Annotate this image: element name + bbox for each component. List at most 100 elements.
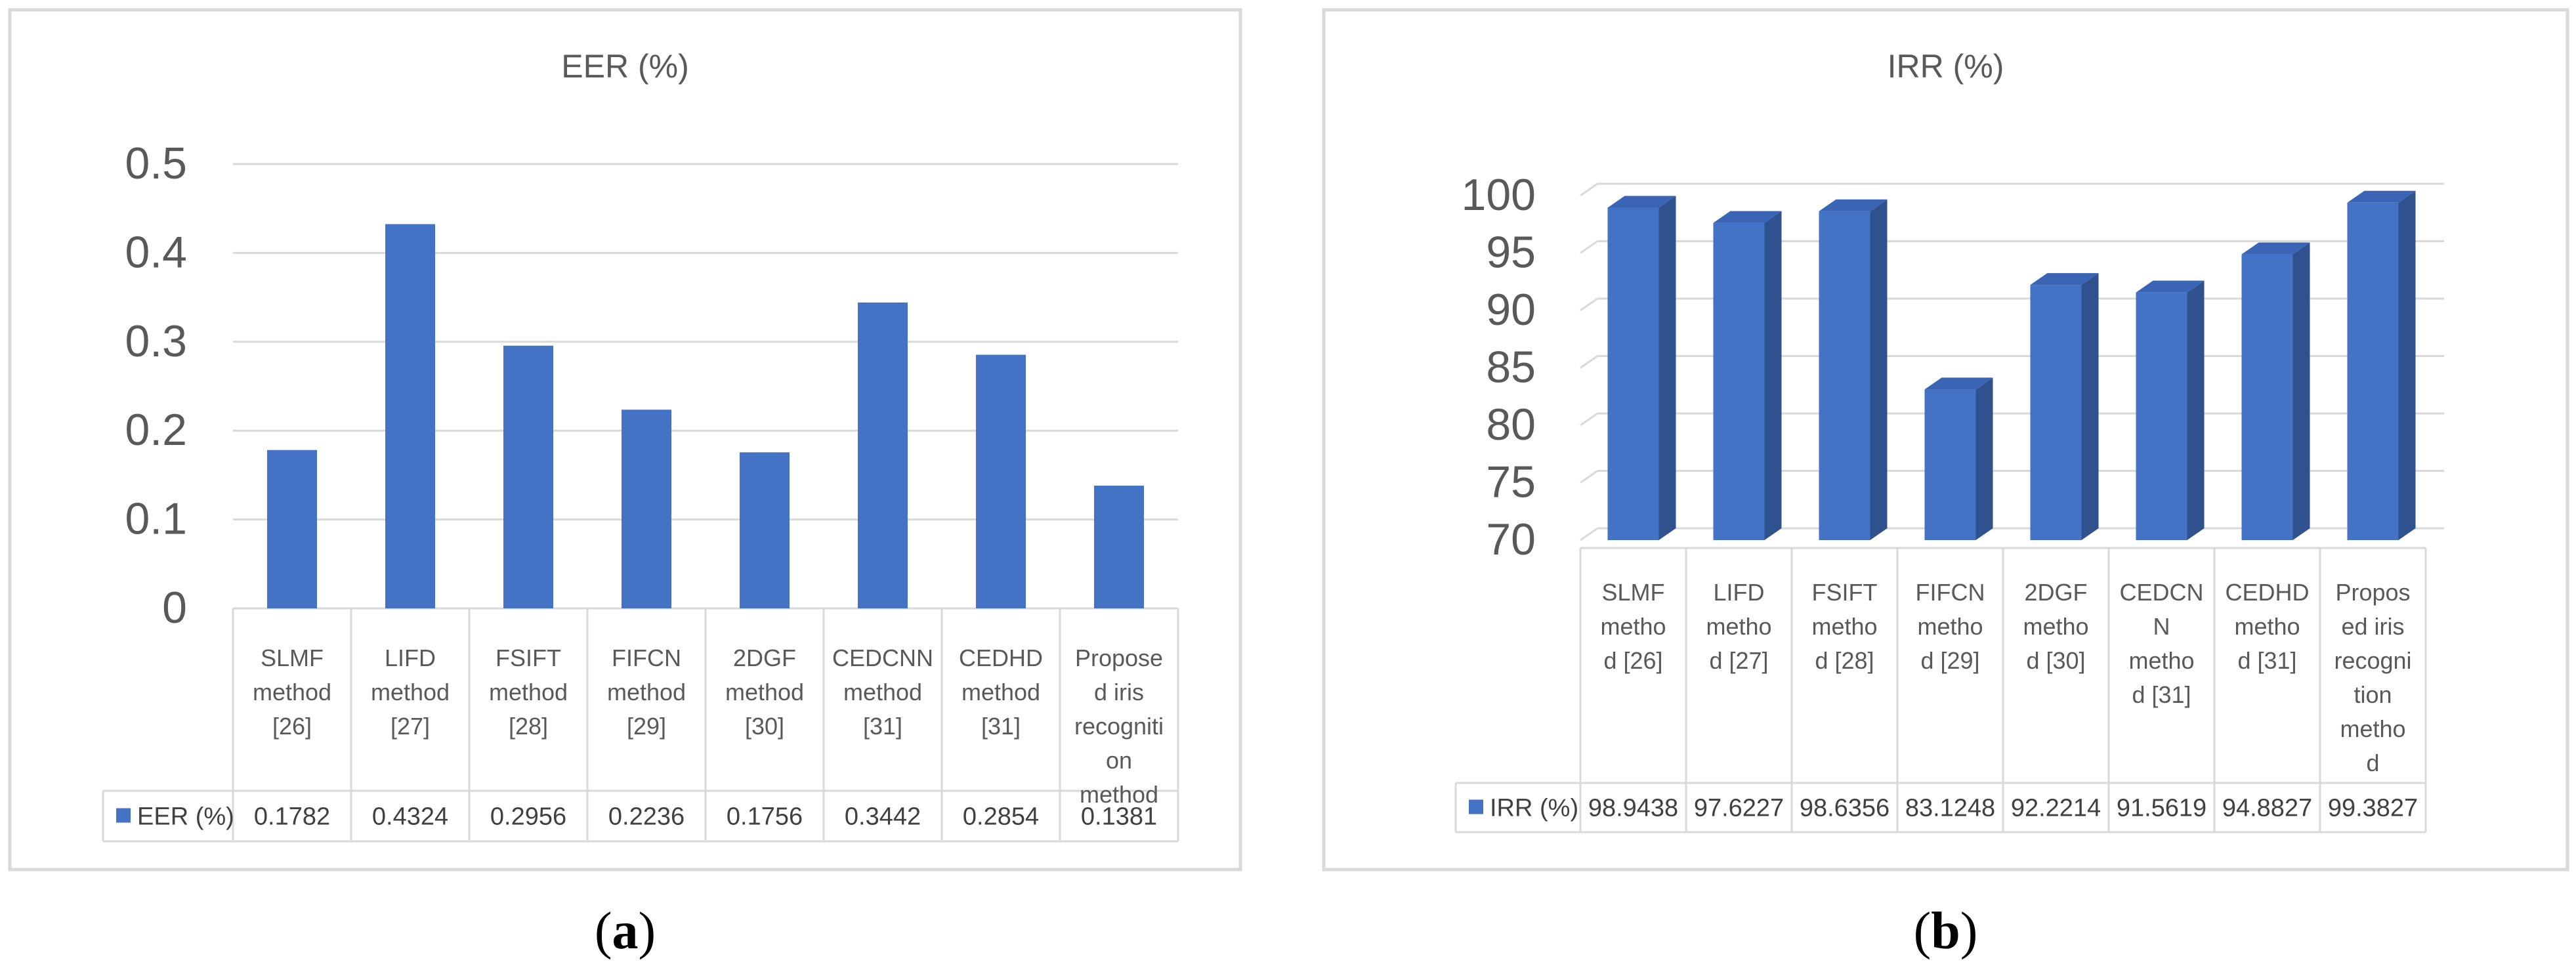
paren-open: ( [595,902,612,960]
panel-letter: a [612,902,639,960]
category-label: d [28] [1815,647,1874,674]
category-label: CEDCN [2119,579,2203,606]
category-label: method [961,679,1040,705]
bar-side [2081,273,2099,540]
bar-top [1924,377,1993,390]
data-label: 0.2854 [963,803,1039,831]
bar [1819,211,1870,540]
category-label: [29] [627,713,666,740]
bar [385,224,435,608]
category-label: d [26] [1603,647,1662,674]
gridline-depth [1580,412,1598,427]
chart-title: EER (%) [561,48,688,85]
category-label: CEDHD [959,644,1043,671]
category-label: d [29] [1920,647,1979,674]
category-label: metho [1706,613,1771,640]
bar-side [1870,199,1888,540]
category-label: Propos [2335,579,2410,606]
gridline-depth [1580,470,1598,484]
category-label: SLMF [1601,579,1664,606]
category-label: [30] [745,713,784,740]
chart-title: IRR (%) [1888,48,2004,85]
chart-panel-a: EER (%) 0 0.1 0.2 0.3 0.4 0.5 SLMF method [26] LIF… [8,8,1242,872]
bar [503,345,553,608]
data-label: 98.9438 [1588,795,1678,822]
y-tick-label: 0.4 [125,227,187,277]
category-label: N [2153,613,2170,640]
category-label: LIFD [385,644,436,671]
bar-top [1819,199,1888,211]
data-label: 0.4324 [372,803,448,831]
y-tick-label: 75 [1486,457,1536,507]
bar-side [2398,190,2416,541]
gridline-depth [1580,297,1598,312]
category-label: metho [2128,647,2194,674]
data-label: 94.8827 [2222,795,2312,822]
category-label: LIFD [1713,579,1764,606]
category-label: method [843,679,922,705]
data-label: 0.1381 [1081,803,1157,831]
data-table: SLMF metho d [26] LIFD metho d [27] FSIFT metho… [1454,547,2427,833]
bar [2347,202,2399,541]
category-label: FIFCN [1916,579,1985,606]
panel-label: (a) [595,902,656,960]
bar [1713,222,1765,540]
category-label: [27] [391,713,430,740]
bar-top [2136,280,2205,293]
bar-series [1607,190,2416,541]
category-label: d [2366,749,2379,776]
category-label: ed iris [2341,613,2404,640]
data-label: 0.1782 [254,803,330,831]
bar-side [1764,211,1782,540]
category-label: 2DGF [2024,579,2087,606]
bar [858,302,908,608]
category-label: metho [2023,613,2088,640]
data-label: 92.2214 [2011,795,2101,822]
bar [2030,285,2082,540]
data-label: 0.3442 [845,803,921,831]
chart-panel-b: IRR (%) 70 75 80 85 90 95 100 SLMF metho d [26] LIF… [1322,8,2569,872]
category-label: method [253,679,331,705]
y-tick-label: 95 [1486,228,1536,278]
bar [2241,254,2293,540]
bar [267,450,317,608]
data-label: 91.5619 [2117,795,2206,822]
data-label: 98.6356 [1800,795,1890,822]
category-label: recogniti [1074,713,1164,740]
data-label: 83.1248 [1905,795,1995,822]
y-tick-label: 0 [162,583,187,633]
y-tick-label: 80 [1486,400,1536,450]
category-label: [31] [863,713,902,740]
category-label: metho [2340,715,2405,742]
y-tick-label: 100 [1462,170,1536,220]
category-label: d [27] [1709,647,1768,674]
category-label: method [489,679,568,705]
paren-open: ( [1914,902,1932,960]
bar [976,354,1026,608]
category-label: metho [1600,613,1666,640]
legend-swatch [1469,799,1483,814]
data-label: 0.1756 [727,803,803,831]
y-tick-label: 0.2 [125,405,187,455]
category-label: tion [2354,681,2392,708]
category-label: FSIFT [496,644,561,671]
legend-label: IRR (%) [1490,795,1578,822]
category-label: metho [2234,613,2300,640]
bar-top [1607,196,1676,208]
category-label: FIFCN [612,644,681,671]
category-label: [26] [272,713,312,740]
category-label: on [1106,747,1132,774]
y-tick-label: 0.3 [125,316,187,366]
panel-label: (b) [1914,902,1978,960]
bar-side [1658,196,1676,540]
category-label: CEDHD [2225,579,2309,606]
bar [2136,292,2187,540]
category-label: [31] [981,713,1021,740]
legend-swatch [116,808,131,823]
gridline-depth [1580,182,1598,197]
category-label: Propose [1075,644,1163,671]
category-label: recogni [2334,647,2411,674]
category-label: d [31] [2237,647,2296,674]
paren-close: ) [639,902,656,960]
